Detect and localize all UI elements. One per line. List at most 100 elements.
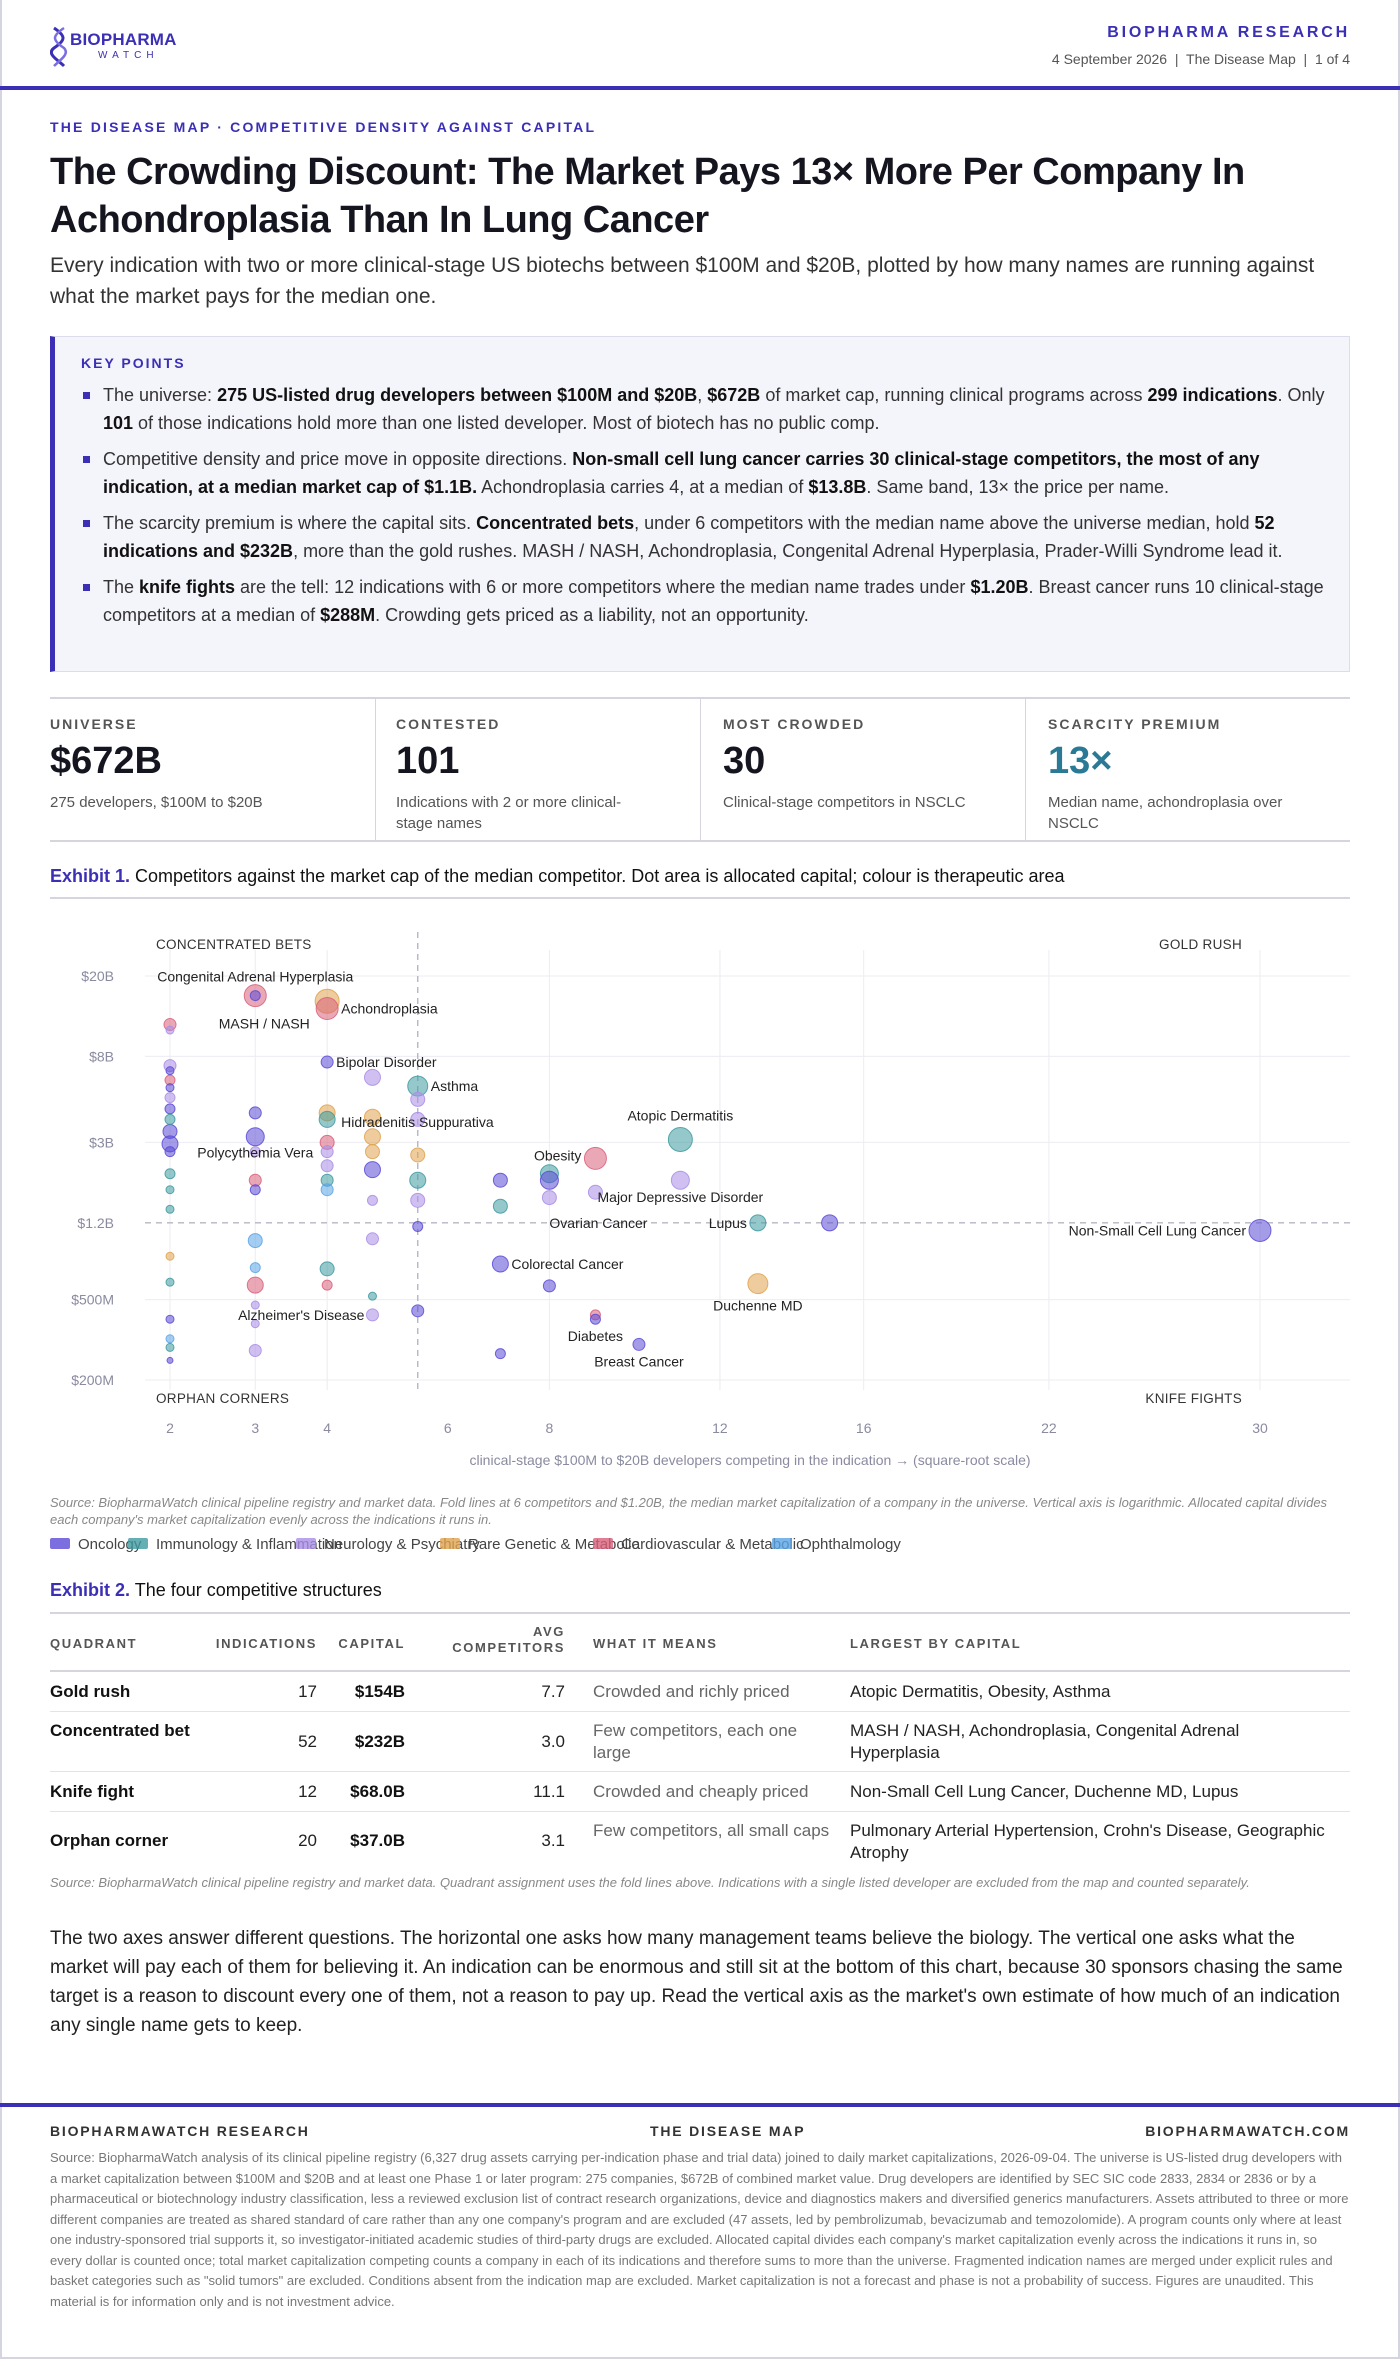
data-point	[165, 1025, 175, 1035]
header-meta: 4 September 2026 | The Disease Map | 1 o…	[1052, 51, 1350, 67]
key-point-emphasis: $672B	[707, 385, 761, 405]
stat-label: MOST CROWDED	[723, 716, 866, 732]
key-point-text: . Breast cancer runs 10 clinical-stage c…	[103, 577, 1324, 625]
header-brand: BIOPHARMA RESEARCH	[1107, 24, 1350, 41]
quadrant-label-knife-fights: KNIFE FIGHTS	[1145, 1391, 1242, 1406]
legend-item: Immunology & Inflammation	[128, 1536, 342, 1553]
point-label: Achondroplasia	[341, 1001, 438, 1017]
data-point	[248, 1343, 262, 1357]
key-point-text: The scarcity premium is where the capita…	[103, 513, 477, 533]
legend-item: Cardiovascular & Metabolic	[593, 1536, 804, 1553]
data-point	[249, 1184, 261, 1196]
data-point	[747, 1273, 769, 1295]
key-point-text: are the tell: 12 indications with 6 or m…	[235, 577, 971, 597]
table-row: Orphan corner 20 $37.0B 3.1 Few competit…	[50, 1812, 1350, 1872]
row-quadrant: Orphan corner	[50, 1831, 169, 1850]
point-label: Lupus	[709, 1215, 747, 1231]
row-avg-competitors: 7.7	[541, 1682, 565, 1701]
key-point: The knife fights are the tell: 12 indica…	[81, 573, 1331, 629]
legend-swatch	[593, 1538, 613, 1549]
key-point-emphasis: $13.8B	[808, 477, 867, 497]
page-header: BIOPHARMA WATCH BIOPHARMA RESEARCH 4 Sep…	[0, 0, 1400, 90]
header-date: 4 September 2026	[1051, 51, 1168, 67]
key-point-emphasis: Concentrated bets	[476, 513, 635, 533]
row-meaning: Few competitors, all small caps	[593, 1821, 830, 1840]
body-paragraph: The two axes answer different questions.…	[50, 1928, 1343, 2036]
stat-note: 275 developers, $100M to $20B	[50, 794, 263, 811]
key-point-text: The	[103, 577, 140, 597]
stat-note: Indications with 2 or more clinical-stag…	[396, 794, 622, 832]
quadrant-label-concentrated-bets: CONCENTRATED BETS	[156, 937, 312, 952]
row-largest: Atopic Dermatitis, Obesity, Asthma	[850, 1682, 1111, 1701]
brand-logo[interactable]: BIOPHARMA WATCH	[50, 26, 210, 68]
footer-center: THE DISEASE MAP	[650, 2123, 806, 2139]
point-label: Atopic Dermatitis	[627, 1108, 733, 1124]
footer-methodology-note: Source: BiopharmaWatch analysis of its c…	[50, 2150, 1349, 2309]
x-tick-label: 6	[444, 1420, 452, 1436]
point-label: Hidradenitis Suppurativa	[341, 1114, 494, 1130]
x-tick-label: 30	[1252, 1420, 1268, 1436]
table-header: LARGEST BY CAPITAL	[850, 1636, 1022, 1651]
key-point-text: . Same band, 13× the price per name.	[866, 477, 1170, 497]
data-point	[165, 1342, 175, 1352]
key-point-text: The universe:	[103, 385, 218, 405]
data-point	[363, 1161, 381, 1179]
point-label: Duchenne MD	[713, 1298, 803, 1314]
data-point	[165, 1185, 175, 1195]
row-meaning: Few competitors, each one large	[593, 1721, 798, 1762]
data-point	[363, 1068, 381, 1086]
point-label: Obesity	[534, 1147, 581, 1163]
data-point	[164, 1168, 176, 1180]
legend-swatch	[440, 1538, 460, 1549]
header-section: The Disease Map	[1186, 51, 1296, 67]
row-indications: 17	[298, 1682, 317, 1701]
footer-right[interactable]: BIOPHARMAWATCH.COM	[1145, 2123, 1350, 2139]
data-point	[249, 1262, 261, 1274]
table-row: Concentrated bet 52 $232B 3.0 Few compet…	[50, 1712, 1350, 1772]
point-label: Ovarian Cancer	[549, 1215, 647, 1231]
key-point-text: of market cap, running clinical programs…	[760, 385, 1148, 405]
key-point-emphasis: Non-small cell lung cancer carries 30 cl…	[103, 449, 1260, 497]
kicker: THE DISEASE MAP · COMPETITIVE DENSITY AG…	[50, 119, 597, 135]
legend-swatch	[772, 1538, 792, 1549]
data-point	[166, 1356, 174, 1364]
data-point	[365, 1232, 379, 1246]
data-point	[162, 1123, 178, 1139]
data-point	[492, 1172, 508, 1188]
row-quadrant: Concentrated bet	[50, 1721, 190, 1740]
data-point	[364, 1144, 380, 1160]
stat-value: 13×	[1048, 740, 1113, 782]
point-label: MASH / NASH	[219, 1015, 310, 1031]
header-page: 1 of 4	[1314, 51, 1350, 67]
key-point-emphasis: $1.20B	[970, 577, 1029, 597]
key-point-text: ,	[697, 385, 708, 405]
x-tick-label: 2	[166, 1420, 174, 1436]
table-header: INDICATIONS	[215, 1636, 317, 1651]
row-meaning: Crowded and cheaply priced	[593, 1782, 809, 1801]
exhibit2-source: Source: BiopharmaWatch clinical pipeline…	[50, 1875, 1250, 1890]
key-point-emphasis: knife fights	[139, 577, 236, 597]
point-label: Congenital Adrenal Hyperplasia	[157, 969, 353, 985]
key-point-emphasis: 101	[103, 413, 134, 433]
data-point	[319, 1261, 335, 1277]
key-point-text: . Only	[1277, 385, 1325, 405]
chart-legend: Oncology Immunology & Inflammation Neurolo…	[50, 1536, 1350, 1558]
row-avg-competitors: 3.1	[541, 1831, 565, 1850]
y-tick-label: $200M	[71, 1372, 114, 1388]
row-largest: Pulmonary Arterial Hypertension, Crohn's…	[850, 1821, 1325, 1862]
data-point	[632, 1337, 646, 1351]
key-points-title: KEY POINTS	[81, 355, 186, 371]
point-label: Polycythemia Vera	[197, 1145, 313, 1161]
row-capital: $37.0B	[350, 1831, 405, 1850]
scatter-chart-svg: $20B $8B $3B $1.2B $500M $200M 2 3 4 6 8 12 16 22 30 CO…	[71, 932, 1350, 1468]
row-largest: MASH / NASH, Achondroplasia, Congenital …	[850, 1721, 1240, 1762]
legend-item: Oncology	[50, 1536, 141, 1553]
point-label: Colorectal Cancer	[511, 1256, 623, 1272]
data-point	[670, 1170, 690, 1190]
data-point	[363, 1108, 381, 1126]
y-tick-label: $3B	[89, 1134, 114, 1150]
data-point	[409, 1171, 427, 1189]
row-capital: $232B	[354, 1732, 405, 1751]
data-point	[587, 1184, 603, 1200]
